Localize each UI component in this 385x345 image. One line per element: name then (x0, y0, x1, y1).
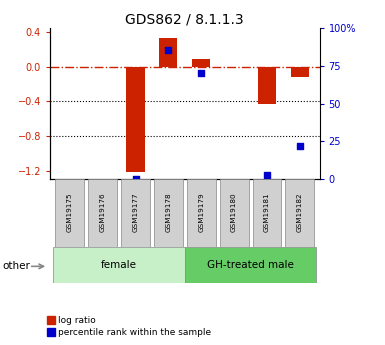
Point (264, 172, 270, 178)
Text: GSM19178: GSM19178 (166, 192, 171, 231)
Text: GSM19180: GSM19180 (231, 192, 237, 231)
Bar (253, 179, 281, 247)
Text: GSM19182: GSM19182 (297, 192, 303, 231)
Point (198, 70, 204, 76)
Text: GSM19179: GSM19179 (198, 192, 204, 231)
Text: GH-treated male: GH-treated male (207, 260, 294, 270)
Bar (291, 67, 309, 77)
Bar (154, 179, 183, 247)
Bar (88, 179, 117, 247)
Bar (55, 179, 84, 247)
Title: GDS862 / 8.1.1.3: GDS862 / 8.1.1.3 (126, 12, 244, 27)
Bar (258, 67, 276, 104)
Text: GSM19177: GSM19177 (132, 192, 139, 231)
Point (132, 176, 139, 181)
Text: GSM19176: GSM19176 (100, 192, 105, 231)
Point (297, 143, 303, 149)
Point (165, 48, 171, 53)
Bar (185, 247, 316, 283)
Legend: log ratio, percentile rank within the sample: log ratio, percentile rank within the sa… (43, 313, 215, 341)
Bar (54, 247, 185, 283)
Bar (285, 179, 314, 247)
Text: GSM19175: GSM19175 (67, 192, 73, 231)
Bar (219, 179, 249, 247)
Bar (126, 67, 144, 172)
Bar (159, 38, 177, 67)
Text: GSM19181: GSM19181 (264, 192, 270, 231)
Text: other: other (2, 262, 30, 271)
Bar (187, 179, 216, 247)
Bar (121, 179, 150, 247)
Text: female: female (101, 260, 137, 270)
Bar (192, 59, 210, 67)
